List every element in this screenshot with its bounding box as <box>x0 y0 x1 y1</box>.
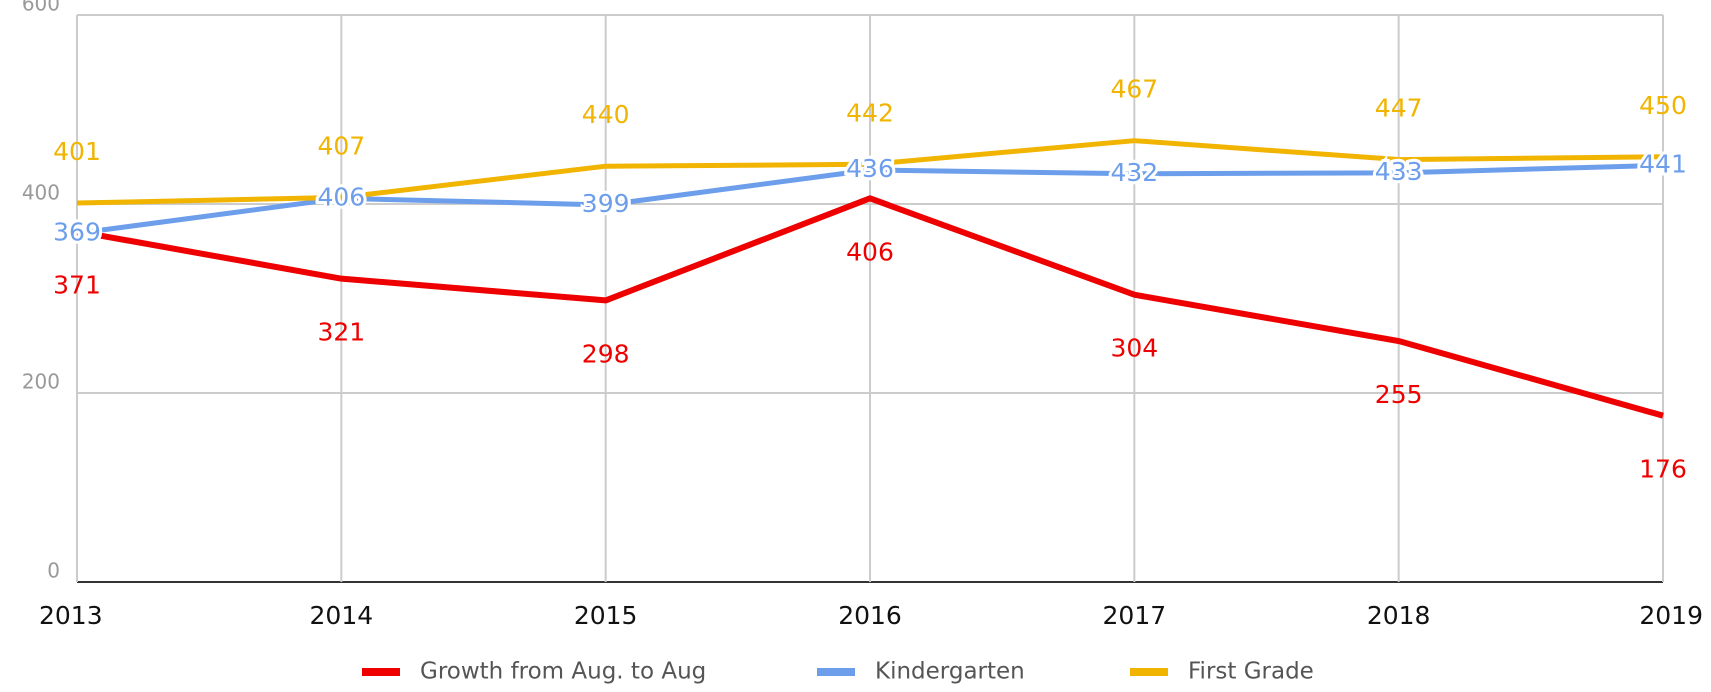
data-label: 407 <box>317 131 365 160</box>
data-label: 441 <box>1639 149 1687 178</box>
legend-label: Kindergarten <box>875 659 1025 685</box>
series-line <box>76 138 1664 206</box>
x-tick-label: 2014 <box>310 601 374 630</box>
data-label: 467 <box>1110 75 1158 104</box>
data-label: 369 <box>53 217 101 246</box>
x-tick-label: 2019 <box>1639 601 1703 630</box>
data-label: 442 <box>846 98 894 127</box>
data-label: 255 <box>1375 380 1423 409</box>
data-label: 440 <box>582 100 630 129</box>
data-label: 298 <box>582 339 630 368</box>
y-tick-label: 200 <box>22 370 60 394</box>
data-label: 401 <box>53 137 101 166</box>
data-label: 447 <box>1375 94 1423 123</box>
series-line <box>76 195 1664 419</box>
data-label: 450 <box>1639 91 1687 120</box>
data-label: 433 <box>1375 157 1423 186</box>
x-tick-label: 2013 <box>39 601 103 630</box>
x-tick-label: 2018 <box>1367 601 1431 630</box>
legend-label: Growth from Aug. to Aug <box>420 659 706 685</box>
data-label: 399 <box>582 189 630 218</box>
y-tick-label: 600 <box>22 0 60 16</box>
x-tick-label: 2016 <box>838 601 902 630</box>
data-label: 176 <box>1639 455 1687 484</box>
data-label: 321 <box>317 318 365 347</box>
data-label: 406 <box>846 237 894 266</box>
y-tick-label: 400 <box>22 181 60 205</box>
legend-label: First Grade <box>1188 659 1314 685</box>
x-tick-label: 2017 <box>1103 601 1167 630</box>
data-label: 436 <box>846 154 894 183</box>
y-tick-label: 0 <box>47 559 60 583</box>
data-label: 304 <box>1110 334 1158 363</box>
x-tick-label: 2015 <box>574 601 638 630</box>
data-label: 371 <box>53 270 101 299</box>
data-label: 406 <box>317 182 365 211</box>
data-label: 432 <box>1110 158 1158 187</box>
